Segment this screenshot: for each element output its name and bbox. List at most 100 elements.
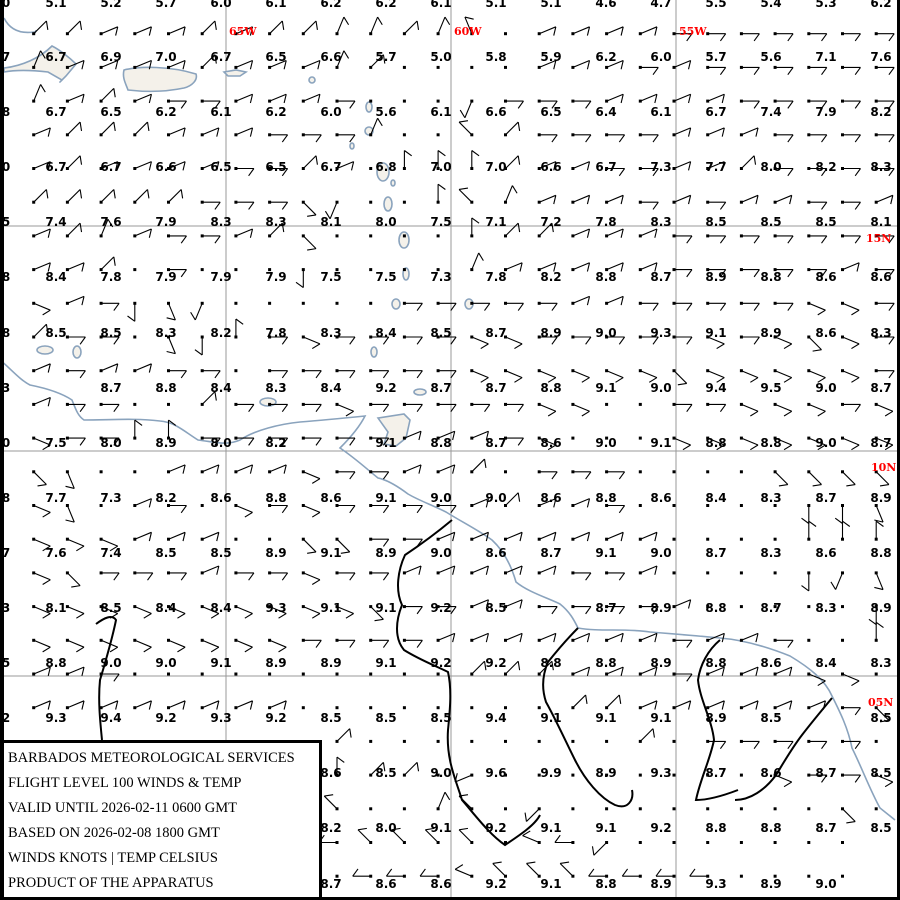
hispaniola-north-coast (3, 17, 37, 35)
wind-barb (167, 700, 186, 710)
wind-barb (268, 222, 285, 238)
wind-barb (402, 430, 422, 441)
temperature-value: 8.9 (265, 656, 287, 671)
temperature-value: 8.9 (705, 270, 727, 285)
wind-barb (65, 60, 85, 70)
wind-barb (133, 189, 150, 204)
wind-barb (874, 335, 895, 345)
wind-barb (268, 369, 289, 379)
calm-station-dot (436, 739, 440, 743)
wind-barb (369, 369, 390, 379)
wind-barb (419, 868, 440, 878)
calm-station-dot (706, 841, 710, 844)
wind-barb (571, 99, 592, 109)
calm-station-dot (773, 841, 777, 844)
wind-barb (436, 605, 457, 615)
temperature-value: 6.7 (705, 105, 727, 120)
calm-station-dot (167, 402, 170, 406)
calm-station-dot (739, 504, 743, 507)
wind-barb (605, 335, 626, 345)
temperature-value-partial: 8 (1, 325, 11, 340)
calm-station-dot (672, 841, 676, 844)
temperature-value: 5.8 (485, 50, 507, 64)
wind-barb (190, 301, 204, 321)
wind-barb (32, 504, 51, 518)
wind-barb (868, 605, 878, 626)
calm-station-dot (335, 672, 339, 676)
temperature-value: 8.5 (870, 711, 892, 726)
wind-barb (32, 700, 51, 710)
wind-barb (571, 194, 591, 205)
temperature-value: 8.2 (540, 270, 562, 285)
wind-barb (133, 498, 152, 508)
temperature-value: 7.4 (45, 215, 67, 230)
wind-barb (369, 504, 390, 514)
wind-barb (841, 706, 861, 716)
temperature-value: 7.6 (100, 215, 122, 230)
temperature-value: 9.0 (485, 490, 507, 505)
wind-barb (133, 700, 152, 710)
label-60w: 60W (454, 25, 482, 38)
temperature-value: 8.9 (760, 325, 782, 340)
wind-barb (436, 464, 456, 474)
wind-barb (638, 666, 658, 676)
wind-barb (268, 700, 287, 710)
wind-barb (167, 189, 184, 204)
temperature-value: 7.3 (650, 160, 672, 175)
wind-barb (32, 127, 51, 137)
temperature-value: 6.2 (265, 105, 287, 120)
wind-barb (268, 504, 289, 514)
temperature-value: 8.6 (870, 270, 892, 285)
temperature-value: 8.2 (155, 490, 177, 505)
temperature-value: 6.6 (485, 105, 507, 120)
wind-barb (402, 402, 423, 413)
wind-barb (65, 571, 81, 588)
temperature-value: 6.2 (375, 0, 397, 10)
calm-station-dot (436, 706, 440, 710)
calm-station-dot (672, 504, 676, 507)
calm-station-dot (605, 739, 609, 743)
puerto-rico (122, 66, 198, 93)
wind-barb (32, 161, 51, 171)
temperature-value: 8.4 (815, 656, 837, 671)
wind-barb (739, 301, 760, 311)
wind-barb (605, 531, 624, 542)
wind-barb (874, 773, 894, 788)
temperature-value: 8.3 (320, 325, 342, 340)
coastlines (0, 17, 896, 821)
wind-barb (234, 605, 253, 619)
wind-barb (470, 660, 487, 676)
wind-barb (470, 217, 480, 238)
wind-barb (335, 369, 356, 379)
wind-barb (65, 666, 85, 676)
temperature-value: 9.0 (430, 545, 452, 560)
calm-station-dot (706, 571, 710, 575)
wind-barb (807, 335, 822, 352)
calm-station-dot (841, 841, 844, 844)
wind-barb (99, 121, 116, 137)
wind-barb (234, 228, 254, 238)
temperature-value: 6.1 (210, 105, 232, 120)
wind-barb (638, 167, 659, 177)
temperature-value: 5.0 (430, 50, 452, 64)
temperature-value: 8.7 (430, 380, 452, 395)
wind-barb (167, 605, 186, 619)
wind-barb (470, 369, 489, 383)
wind-barb (301, 335, 321, 350)
wind-barb (167, 127, 186, 137)
calm-station-dot (402, 672, 406, 676)
temperature-value: 5.7 (375, 50, 397, 64)
wind-barb (167, 234, 187, 244)
wind-barb (537, 99, 558, 109)
temperature-value: 6.2 (155, 105, 177, 120)
wind-barb (335, 470, 356, 480)
wind-barb (672, 301, 693, 311)
wind-barb (335, 161, 355, 171)
wind-barb (335, 50, 350, 69)
wind-barb (672, 234, 693, 244)
wind-barb (537, 565, 557, 575)
wind-barb (874, 436, 894, 451)
temperature-value: 9.1 (540, 876, 562, 891)
island-martinique (398, 231, 410, 249)
calm-station-dot (773, 504, 777, 507)
